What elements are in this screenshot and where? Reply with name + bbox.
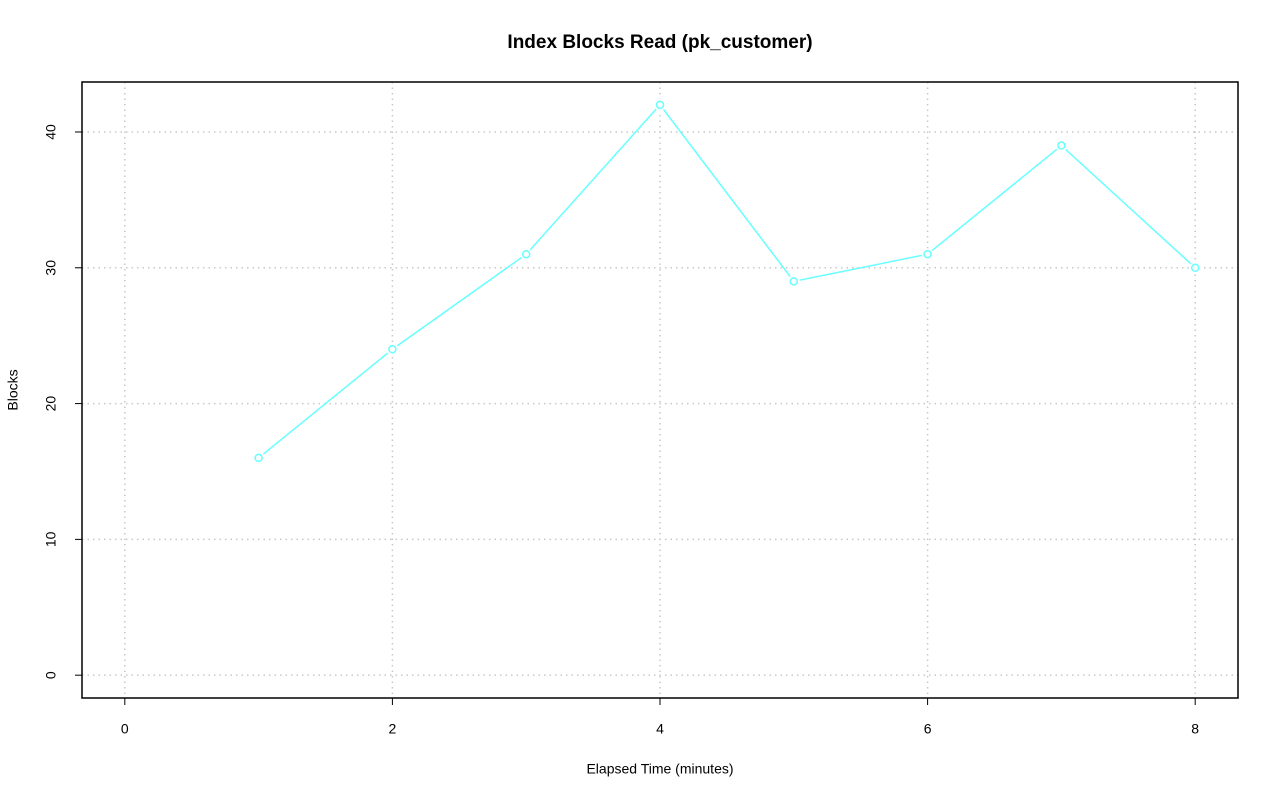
y-tick-label: 20 (43, 396, 59, 412)
point (655, 100, 665, 110)
point (254, 453, 263, 463)
x-tick-label: 6 (924, 721, 932, 737)
point (521, 249, 531, 259)
x-tick-label: 4 (656, 721, 664, 737)
plot-frame (81, 81, 1239, 699)
point (923, 249, 932, 259)
y-tick-label: 30 (43, 260, 59, 276)
x-tick-label: 2 (389, 721, 397, 737)
point (388, 345, 397, 354)
point (1057, 141, 1066, 150)
y-axis-title: Blocks (5, 369, 21, 410)
y-tick-label: 40 (43, 124, 59, 140)
x-axis-title: Elapsed Time (minutes) (586, 761, 733, 777)
point (1190, 263, 1200, 273)
line (258, 103, 1196, 459)
x-tick-label: 0 (121, 721, 129, 737)
y-tick-label: 10 (43, 531, 59, 547)
x-tick-label: 8 (1191, 721, 1199, 737)
chart-title: Index Blocks Read (pk_customer) (507, 32, 812, 53)
point (789, 277, 799, 286)
y-tick-label: 0 (43, 671, 59, 679)
